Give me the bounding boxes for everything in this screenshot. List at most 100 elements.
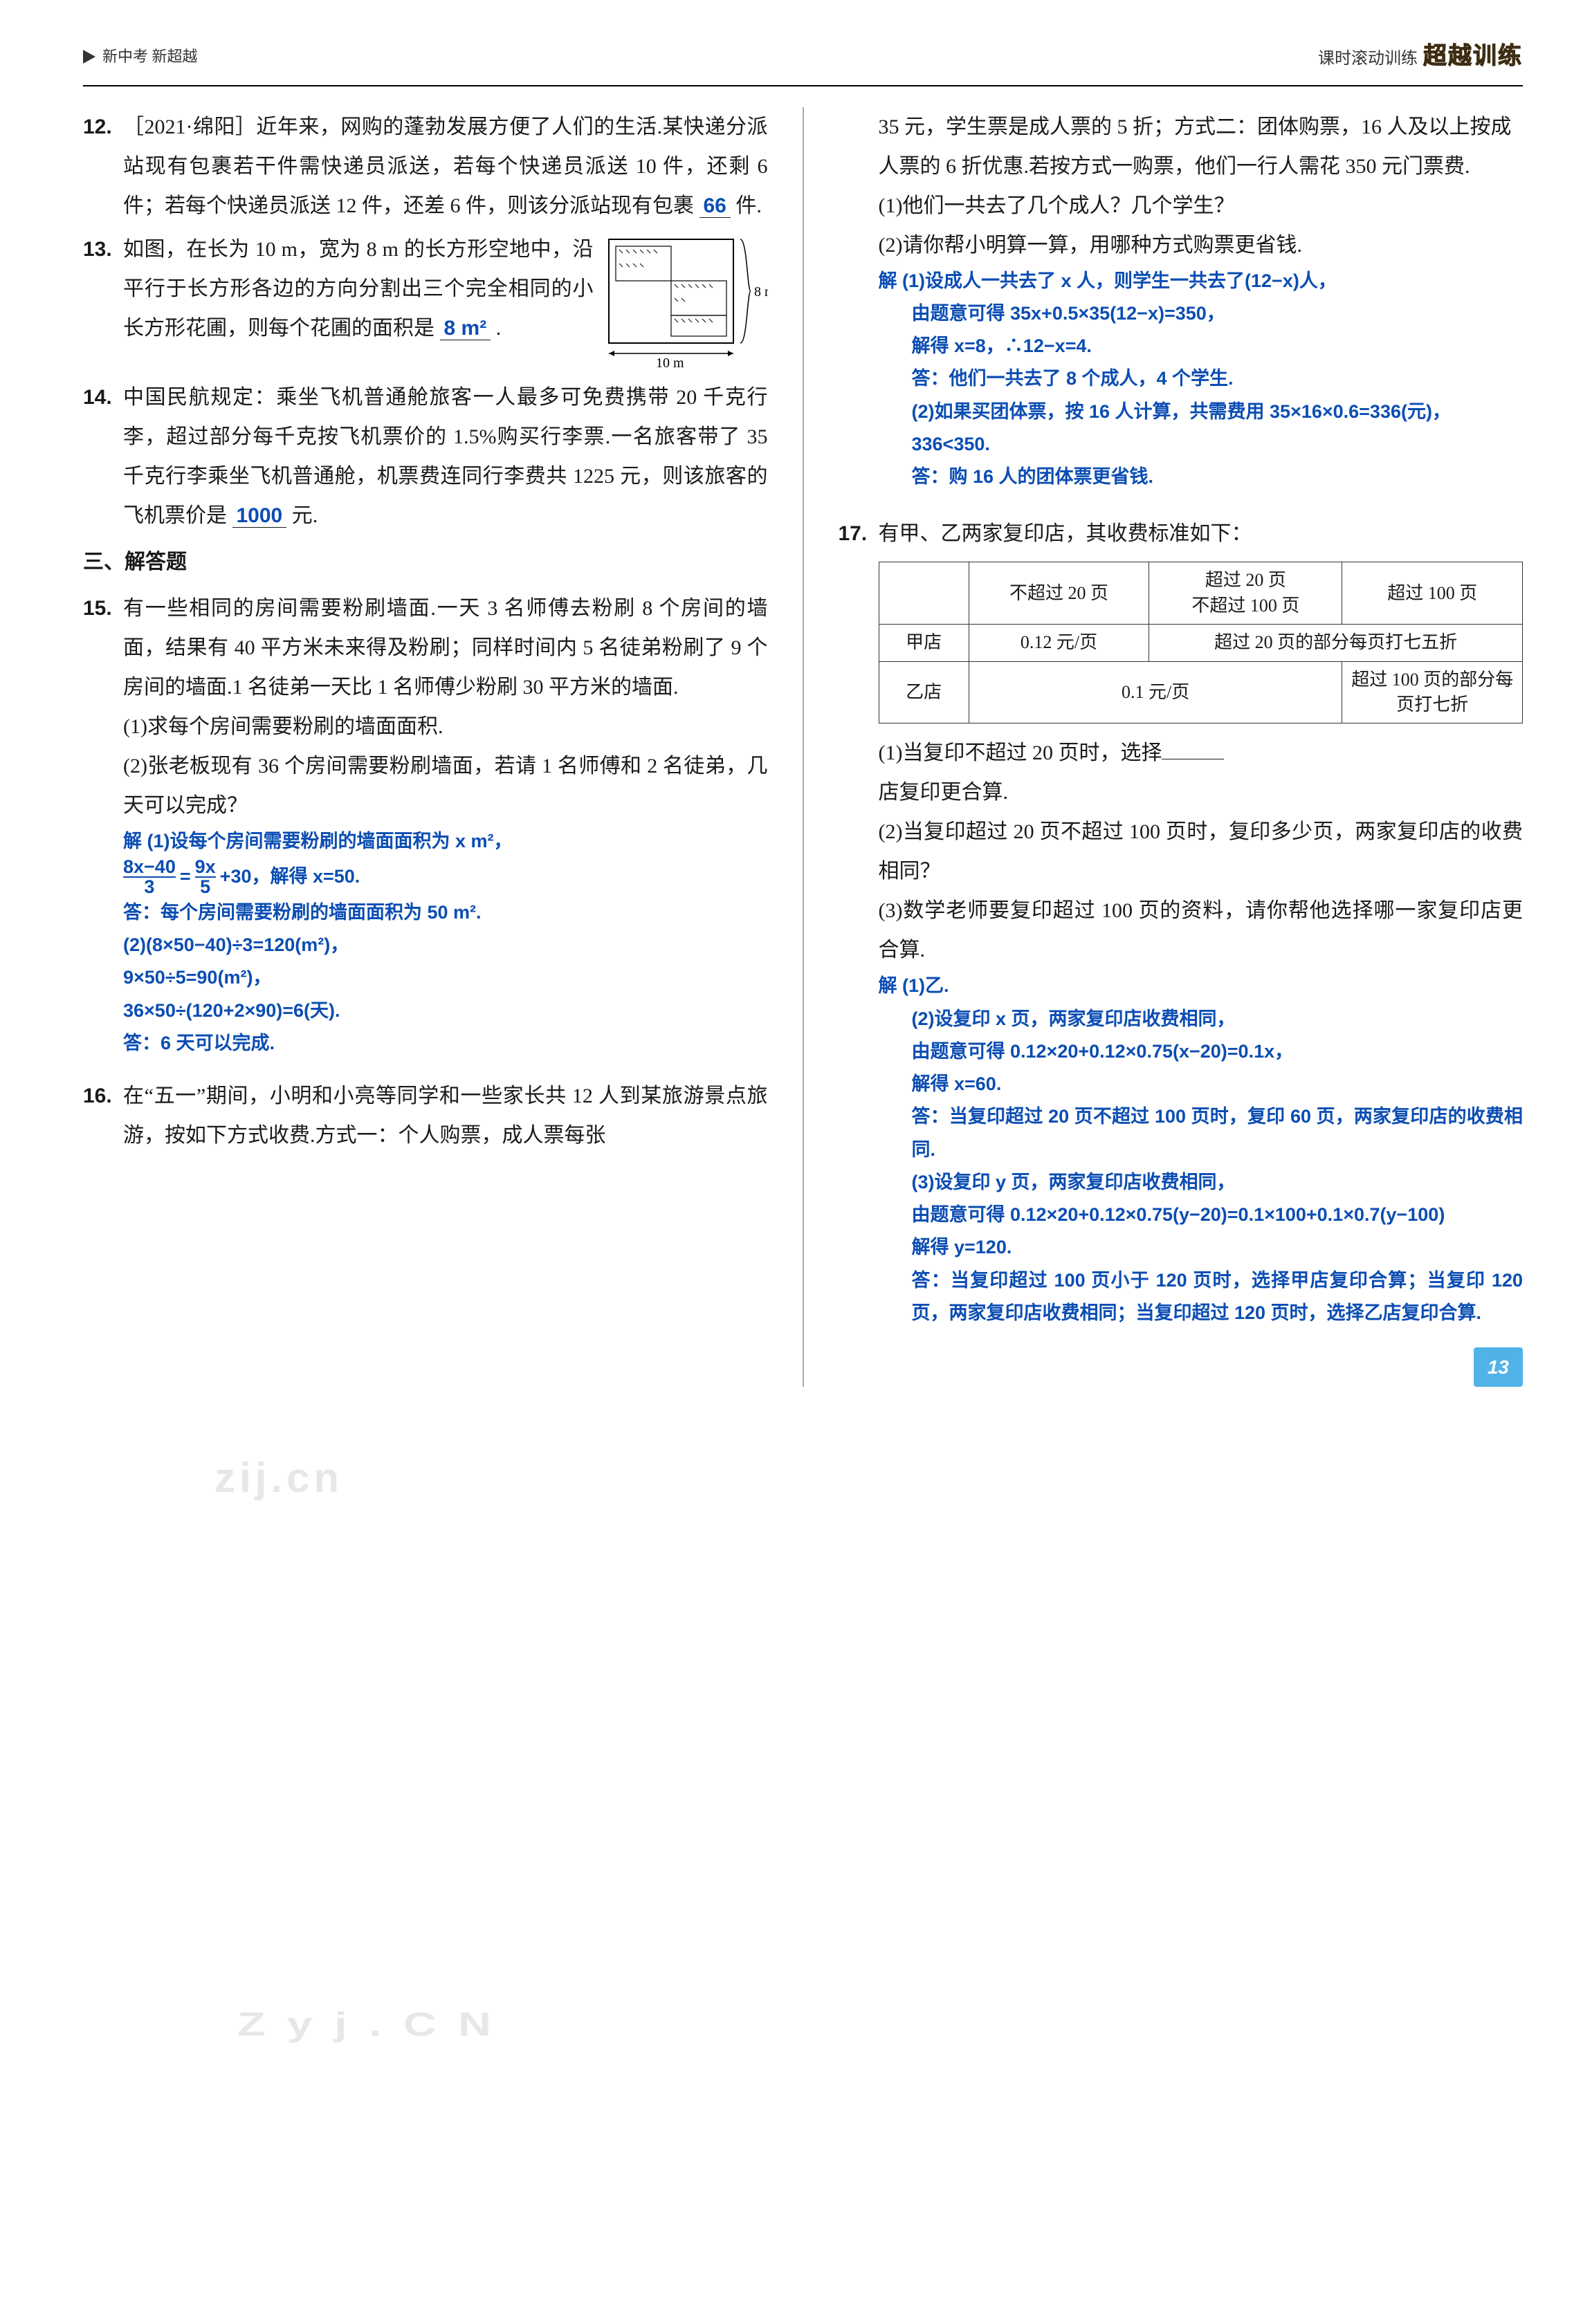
problem-text: 如图，在长为 10 m，宽为 8 m 的长方形空地中，沿平行于长方形各边的方向分…: [123, 238, 594, 340]
sub-question: (2)张老板现有 36 个房间需要粉刷墙面，若请 1 名师傅和 2 名徒弟，几天…: [123, 746, 768, 825]
problem-text-tail: 元.: [292, 504, 318, 527]
solution-equation: 8x−40 3 = 9x 5 +30，解得 x=50.: [123, 858, 768, 896]
sub-question-tail: 店复印更合算.: [879, 773, 1524, 812]
watermark-icon: Z y j . C N: [237, 1993, 495, 2056]
table-text: 不超过 100 页: [1153, 593, 1337, 618]
solution-line: 由题意可得 0.12×20+0.12×0.75(y−20)=0.1×100+0.…: [879, 1199, 1524, 1231]
solution: 解 (1)乙. (2)设复印 x 页，两家复印店收费相同， 由题意可得 0.12…: [879, 970, 1524, 1329]
answer-blank: 66: [699, 194, 731, 218]
solution-line: 9×50÷5=90(m²)，: [123, 961, 768, 994]
problem-text: 在“五一”期间，小明和小亮等同学和一些家长共 12 人到某旅游景点旅游，按如下方…: [123, 1085, 768, 1147]
solution: 解 (1)设每个房间需要粉刷的墙面面积为 x m²， 8x−40 3 = 9x …: [123, 825, 768, 1060]
answer-blank: 8 m²: [440, 317, 491, 340]
problem-text-tail: 件.: [735, 194, 762, 217]
header-subtitle: 课时滚动训练: [1318, 44, 1418, 75]
solution-line: (2)设复印 x 页，两家复印店收费相同，: [879, 1003, 1524, 1035]
equation-tail: +30，解得 x=50.: [220, 860, 360, 893]
solution-line: 由题意可得 35x+0.5×35(12−x)=350，: [879, 297, 1524, 330]
table-cell: 超过 100 页的部分每页打七折: [1342, 661, 1523, 723]
svg-text:10 m: 10 m: [656, 356, 684, 371]
problem-body: 有甲、乙两家复印店，其收费标准如下： 不超过 20 页 超过 20 页 不超过 …: [879, 514, 1524, 1329]
solution-line: 解得 x=8，∴12−x=4.: [879, 330, 1524, 362]
problem-13-figure: 8 m 10 m: [602, 232, 768, 371]
table-cell: 0.1 元/页: [969, 661, 1342, 723]
fraction-den: 5: [200, 878, 210, 896]
sub-question: (3)数学老师要复印超过 100 页的资料，请你帮他选择哪一家复印店更合算.: [879, 891, 1524, 970]
problem-text: ［2021·绵阳］近年来，网购的蓬勃发展方便了人们的生活.某快递分派站现有包裹若…: [123, 116, 768, 217]
table-cell: 乙店: [879, 661, 969, 723]
solution-line: 答：购 16 人的团体票更省钱.: [879, 461, 1524, 493]
equals: =: [180, 860, 191, 893]
problem-14: 14. 中国民航规定：乘坐飞机普通舱旅客一人最多可免费携带 20 千克行李，超过…: [83, 378, 768, 535]
problem-body: 在“五一”期间，小明和小亮等同学和一些家长共 12 人到某旅游景点旅游，按如下方…: [123, 1076, 768, 1155]
problem-body: 有一些相同的房间需要粉刷墙面.一天 3 名师傅去粉刷 8 个房间的墙面，结果有 …: [123, 589, 768, 1060]
table-cell: 0.12 元/页: [969, 625, 1149, 661]
fraction-num: 8x−40: [123, 858, 176, 876]
answer-blank: 1000: [232, 504, 287, 528]
table-cell: 甲店: [879, 625, 969, 661]
header-left: 新中考 新超越: [83, 42, 198, 71]
section-heading: 三、解答题: [83, 542, 768, 582]
sub-question: (1)求每个房间需要粉刷的墙面面积.: [123, 707, 768, 746]
problem-body: ［2021·绵阳］近年来，网购的蓬勃发展方便了人们的生活.某快递分派站现有包裹若…: [123, 107, 768, 225]
solution-line: 答：当复印超过 100 页小于 120 页时，选择甲店复印合算；当复印 120 …: [879, 1264, 1524, 1330]
sub-question-text: (1)当复印不超过 20 页时，选择: [879, 741, 1162, 764]
watermark-icon: zij.cn: [214, 1439, 343, 1518]
solution-line: (2)如果买团体票，按 16 人计算，共需费用 35×16×0.6=336(元)…: [879, 396, 1524, 461]
table-cell: 超过 20 页的部分每页打七五折: [1149, 625, 1523, 661]
problem-17: 17. 有甲、乙两家复印店，其收费标准如下： 不超过 20 页 超过 20 页 …: [839, 514, 1524, 1329]
page-header: 新中考 新超越 课时滚动训练 超越训练: [83, 35, 1523, 86]
header-left-text: 新中考 新超越: [102, 42, 198, 71]
solution-line: 由题意可得 0.12×20+0.12×0.75(x−20)=0.1x，: [879, 1035, 1524, 1068]
header-right: 课时滚动训练 超越训练: [1318, 35, 1523, 80]
problem-body: 8 m 10 m 如图，在长为 10 m，宽为 8 m 的长方形空地中，沿平行于…: [123, 230, 768, 374]
table-text: 超过 20 页: [1153, 568, 1337, 593]
table-header: 不超过 20 页: [969, 562, 1149, 625]
problem-text: 有甲、乙两家复印店，其收费标准如下：: [879, 514, 1524, 553]
fraction-num: 9x: [195, 858, 216, 876]
answer-blank: [1162, 735, 1224, 759]
problem-number: 13.: [83, 230, 123, 374]
solution-line: 解 (1)设成人一共去了 x 人，则学生一共去了(12−x)人，: [879, 265, 1524, 297]
solution-line: 答：当复印超过 20 页不超过 100 页时，复印 60 页，两家复印店的收费相…: [879, 1100, 1524, 1166]
page-number: 13: [1474, 1347, 1523, 1387]
arrow-icon: [83, 50, 95, 64]
fraction-den: 3: [144, 878, 154, 896]
problem-16-cont: 35 元，学生票是成人票的 5 折；方式二：团体购票，16 人及以上按成人票的 …: [839, 107, 1524, 494]
problem-text: 中国民航规定：乘坐飞机普通舱旅客一人最多可免费携带 20 千克行李，超过部分每千…: [123, 386, 768, 527]
right-column: 35 元，学生票是成人票的 5 折；方式二：团体购票，16 人及以上按成人票的 …: [839, 107, 1524, 1387]
solution-line: (3)设复印 y 页，两家复印店收费相同，: [879, 1166, 1524, 1199]
solution-line: (2)(8×50−40)÷3=120(m²)，: [123, 929, 768, 961]
problem-text-tail: .: [496, 317, 502, 340]
problem-number: 16.: [83, 1076, 123, 1155]
sub-question-1: (1)当复印不超过 20 页时，选择: [879, 733, 1524, 773]
problem-body: 中国民航规定：乘坐飞机普通舱旅客一人最多可免费携带 20 千克行李，超过部分每千…: [123, 378, 768, 535]
sub-question: (2)当复印超过 20 页不超过 100 页时，复印多少页，两家复印店的收费相同…: [879, 812, 1524, 891]
problem-number: 14.: [83, 378, 123, 535]
problem-number: 12.: [83, 107, 123, 225]
problem-15: 15. 有一些相同的房间需要粉刷墙面.一天 3 名师傅去粉刷 8 个房间的墙面，…: [83, 589, 768, 1060]
solution-line: 答：6 天可以完成.: [123, 1027, 768, 1060]
solution-line: 解 (1)乙.: [879, 970, 1524, 1002]
problem-number: 17.: [839, 514, 879, 1329]
solution-line: 解 (1)设每个房间需要粉刷的墙面面积为 x m²，: [123, 825, 768, 858]
solution-line: 解得 y=120.: [879, 1231, 1524, 1264]
left-column: 12. ［2021·绵阳］近年来，网购的蓬勃发展方便了人们的生活.某快递分派站现…: [83, 107, 768, 1387]
table-header: 超过 20 页 不超过 100 页: [1149, 562, 1342, 625]
pricing-table: 不超过 20 页 超过 20 页 不超过 100 页 超过 100 页 甲店 0…: [879, 562, 1524, 723]
problem-12: 12. ［2021·绵阳］近年来，网购的蓬勃发展方便了人们的生活.某快递分派站现…: [83, 107, 768, 225]
solution-line: 解得 x=60.: [879, 1068, 1524, 1100]
svg-text:8 m: 8 m: [754, 284, 768, 299]
solution-line: 36×50÷(120+2×90)=6(天).: [123, 995, 768, 1027]
solution-line: 答：每个房间需要粉刷的墙面面积为 50 m².: [123, 896, 768, 929]
problem-13: 13.: [83, 230, 768, 374]
header-title: 超越训练: [1423, 35, 1523, 80]
sub-question: (1)他们一共去了几个成人？几个学生？: [879, 186, 1524, 225]
solution: 解 (1)设成人一共去了 x 人，则学生一共去了(12−x)人， 由题意可得 3…: [879, 265, 1524, 494]
table-header: 超过 100 页: [1342, 562, 1523, 625]
solution-line: 答：他们一共去了 8 个成人，4 个学生.: [879, 362, 1524, 395]
problem-number: 15.: [83, 589, 123, 1060]
column-divider: [803, 107, 804, 1387]
problem-16: 16. 在“五一”期间，小明和小亮等同学和一些家长共 12 人到某旅游景点旅游，…: [83, 1076, 768, 1155]
problem-text: 有一些相同的房间需要粉刷墙面.一天 3 名师傅去粉刷 8 个房间的墙面，结果有 …: [123, 589, 768, 707]
